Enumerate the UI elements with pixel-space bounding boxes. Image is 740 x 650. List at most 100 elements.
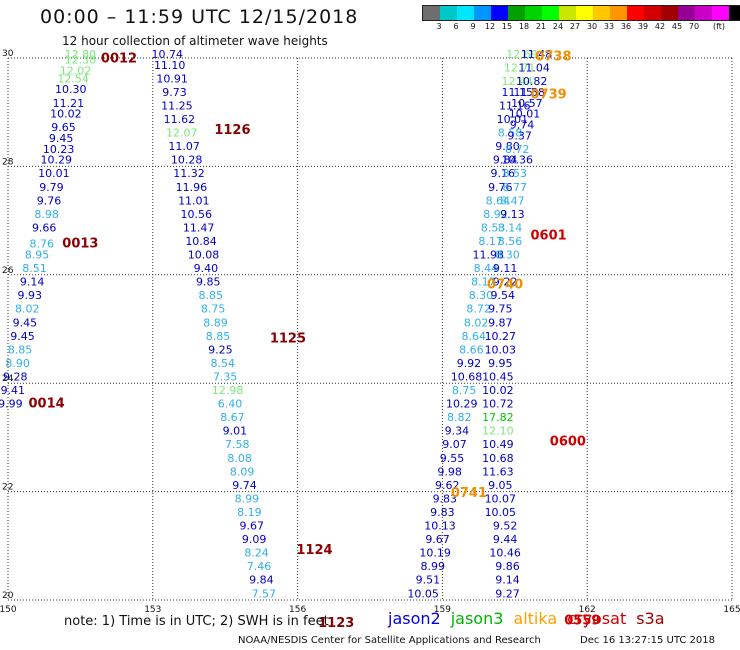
data-label: 9.45 (10, 330, 35, 343)
x-tick-label: 162 (579, 605, 596, 615)
pass-time-label: 1124 (296, 543, 332, 558)
data-label: 8.77 (503, 181, 528, 194)
data-label: 9.86 (495, 560, 520, 573)
data-label: 12.80 (65, 48, 97, 61)
pass-time-label: 1123 (318, 616, 354, 631)
pass-time-labels: 0012 1126 0013 1125 0014 1124 1123 0738 0739 0601… (29, 50, 601, 631)
pass-time-label: 0600 (550, 435, 586, 450)
data-label: 9.65 (51, 121, 76, 134)
data-label: 8.30 (495, 249, 520, 262)
data-label: 8.72 (466, 303, 491, 316)
data-label: 9.62 (435, 479, 460, 492)
data-label: 10.91 (156, 72, 188, 85)
data-label: 8.95 (25, 249, 50, 262)
color-swatch (610, 6, 627, 20)
data-label: 11.58 (514, 86, 546, 99)
color-scale-label: 33 (603, 22, 615, 31)
x-tick-label: 153 (144, 605, 161, 615)
data-label: 10.01 (497, 113, 529, 126)
pass-time-label: 0741 (451, 486, 487, 501)
data-label: 10.74 (152, 48, 184, 61)
data-label: 9.25 (208, 343, 233, 356)
data-label: 8.92 (483, 208, 508, 221)
color-scale-label: 27 (569, 22, 581, 31)
data-label: 9.84 (249, 574, 274, 587)
data-label: 10.13 (424, 520, 456, 533)
color-swatch (508, 6, 525, 20)
data-label: 8.54 (211, 357, 236, 370)
data-label: 12.07 (166, 127, 198, 140)
data-label: 8.64 (462, 330, 487, 343)
x-tick-label: 159 (434, 605, 451, 615)
data-label: 12.98 (212, 384, 244, 397)
data-label: 7.46 (247, 560, 272, 573)
color-swatch (644, 6, 661, 20)
data-label: 11.62 (164, 113, 196, 126)
data-label: 10.01 (38, 167, 70, 180)
data-label: 10.30 (55, 83, 87, 96)
data-label: 8.17 (471, 276, 496, 289)
chart-title: 00:00 – 11:59 UTC 12/15/2018 (40, 6, 359, 28)
data-label: 10.05 (485, 506, 517, 519)
data-label: 9.11 (493, 262, 518, 275)
color-scale-label: 70 (688, 22, 700, 31)
data-label: 9.52 (493, 520, 518, 533)
data-label: 8.09 (230, 465, 255, 478)
data-label: 12.02 (60, 64, 92, 77)
x-tick-label: 156 (289, 605, 306, 615)
data-label: 9.09 (242, 533, 267, 546)
color-scale-label: 18 (518, 22, 530, 31)
color-scale-bar (422, 5, 740, 21)
data-label: 9.66 (32, 221, 57, 234)
data-label: 10.02 (50, 108, 82, 121)
data-label: 10.56 (180, 208, 212, 221)
data-label: 9.95 (488, 357, 513, 370)
data-label: 10.29 (446, 398, 478, 411)
color-scale-label: 30 (586, 22, 598, 31)
color-scale-label: 9 (470, 22, 476, 31)
data-label: 9.93 (17, 289, 42, 302)
data-label: 9.51 (416, 574, 441, 587)
data-label: 8.19 (237, 506, 262, 519)
data-label: 9.41 (1, 384, 26, 397)
data-label: 9.55 (440, 452, 465, 465)
data-label: 9.73 (162, 86, 187, 99)
data-label: 10.45 (482, 370, 514, 383)
y-tick-label: 20 (2, 591, 14, 601)
data-label: 8.30 (469, 289, 494, 302)
data-label: 9.34 (445, 425, 470, 438)
generated-timestamp: Dec 16 13:27:15 UTC 2018 (580, 635, 715, 646)
data-label: 8.56 (498, 235, 523, 248)
data-label: 9.14 (495, 574, 520, 587)
data-label: 9.45 (13, 316, 38, 329)
data-label: 10.84 (185, 235, 217, 248)
data-label: 11.96 (176, 181, 208, 194)
pass-time-label: 0738 (535, 50, 571, 65)
data-label: 9.13 (500, 208, 525, 221)
data-label: 9.85 (196, 276, 221, 289)
legend-entry-jason2: jason2 (388, 609, 441, 628)
data-label: 11.48 (521, 48, 553, 61)
data-label: 7.35 (213, 370, 238, 383)
data-label: 10.19 (419, 547, 451, 560)
data-label: 9.99 (0, 398, 23, 411)
pass-time-label: 0013 (62, 237, 98, 252)
data-label: 8.58 (498, 127, 523, 140)
pass-time-label: 0014 (29, 397, 65, 412)
data-label: 8.76 (30, 238, 55, 251)
color-scale-label: 24 (552, 22, 564, 31)
data-label: 12.69 (506, 48, 538, 61)
data-label: 9.22 (493, 276, 518, 289)
data-label: 10.46 (489, 547, 521, 560)
data-label: 9.28 (3, 370, 28, 383)
data-label: 10.28 (171, 154, 203, 167)
data-label: 8.85 (206, 330, 231, 343)
color-swatch (491, 6, 508, 20)
data-label: 10.07 (485, 492, 517, 505)
color-swatch (576, 6, 593, 20)
color-swatch (678, 6, 695, 20)
color-scale-label: 12 (484, 22, 496, 31)
legend-entry-cryosat: cryosat (567, 609, 627, 628)
data-label: 11.63 (482, 465, 514, 478)
data-label: 9.84 (493, 154, 518, 167)
